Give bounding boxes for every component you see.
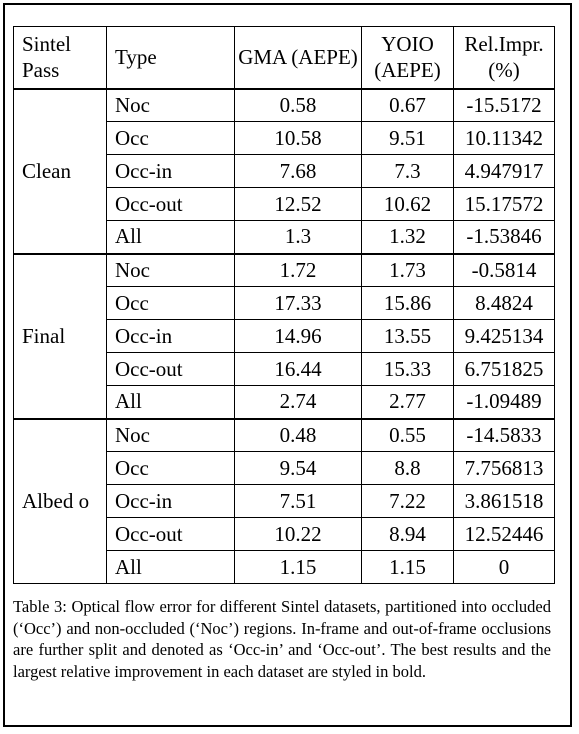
cell-type: All	[106, 385, 235, 419]
cell-rel-impr: 0	[453, 550, 555, 584]
cell-yoio: 7.3	[361, 154, 454, 188]
table-caption: Table 3: Optical flow error for differen…	[13, 597, 551, 681]
cell-gma: 2.74	[234, 385, 362, 419]
cell-rel-impr: 12.52446	[453, 517, 555, 551]
cell-yoio: 2.77	[361, 385, 454, 419]
cell-type: Noc	[106, 87, 235, 122]
cell-yoio: 15.33	[361, 352, 454, 386]
cell-yoio: 1.32	[361, 220, 454, 254]
group-clean: Clean Noc 0.58 0.67 -15.5172 Occ 10.58 9.51 10.1…	[13, 87, 555, 254]
cell-rel-impr: 15.17572	[453, 187, 555, 221]
table-row: All 1.15 1.15 0	[14, 550, 555, 584]
table-row: Occ-in 14.96 13.55 9.425134	[14, 319, 555, 353]
cell-type: Noc	[106, 252, 235, 287]
header-rel-impr: Rel.Impr. (%)	[453, 26, 555, 89]
table-row: Clean Noc 0.58 0.67 -15.5172	[13, 87, 555, 254]
cell-rel-impr: 9.425134	[453, 319, 555, 353]
cell-type: Occ	[106, 451, 235, 485]
cell-gma: 1.3	[234, 220, 362, 254]
group-label: Final	[13, 252, 107, 419]
cell-type: All	[106, 220, 235, 254]
table-row: Occ-in 7.51 7.22 3.861518	[14, 484, 555, 518]
cell-type: Occ-in	[106, 319, 235, 353]
cell-rel-impr: 7.756813	[453, 451, 555, 485]
cell-gma: 10.58	[234, 121, 362, 155]
cell-gma: 1.72	[234, 252, 362, 287]
header-gma: GMA (AEPE)	[234, 26, 362, 89]
table-row: Occ 17.33 15.86 8.4824	[14, 286, 555, 320]
cell-yoio: 0.55	[361, 417, 454, 452]
cell-gma: 0.48	[234, 417, 362, 452]
cell-type: Occ-out	[106, 517, 235, 551]
cell-type: Occ-out	[106, 187, 235, 221]
cell-gma: 17.33	[234, 286, 362, 320]
group-label: Albed o	[13, 417, 107, 584]
cell-gma: 9.54	[234, 451, 362, 485]
cell-rel-impr: 4.947917	[453, 154, 555, 188]
table-row: Occ 9.54 8.8 7.756813	[14, 451, 555, 485]
cell-rel-impr: 6.751825	[453, 352, 555, 386]
cell-yoio: 15.86	[361, 286, 454, 320]
header-yoio: YOIO (AEPE)	[361, 26, 454, 89]
cell-yoio: 8.8	[361, 451, 454, 485]
cell-gma: 0.58	[234, 87, 362, 122]
cell-rel-impr: -15.5172	[453, 87, 555, 122]
cell-yoio: 0.67	[361, 87, 454, 122]
table-row: Final Noc 1.72 1.73 -0.5814	[13, 252, 555, 419]
group-label: Clean	[13, 87, 107, 254]
cell-yoio: 10.62	[361, 187, 454, 221]
cell-rel-impr: 10.11342	[453, 121, 555, 155]
results-table: Sintel Pass Type GMA (AEPE) YOIO (AEPE) …	[13, 26, 555, 584]
cell-type: Occ	[106, 286, 235, 320]
cell-type: All	[106, 550, 235, 584]
cell-gma: 14.96	[234, 319, 362, 353]
cell-rel-impr: -14.5833	[453, 417, 555, 452]
table-row: Occ-out 16.44 15.33 6.751825	[14, 352, 555, 386]
cell-yoio: 8.94	[361, 517, 454, 551]
cell-rel-impr: 3.861518	[453, 484, 555, 518]
group-albedo: Albed o Noc 0.48 0.55 -14.5833 Occ 9.54 8.8 7.75…	[13, 417, 555, 584]
cell-gma: 1.15	[234, 550, 362, 584]
header-row: Sintel Pass Type GMA (AEPE) YOIO (AEPE) …	[13, 26, 555, 89]
cell-gma: 12.52	[234, 187, 362, 221]
table-row: All 1.3 1.32 -1.53846	[14, 220, 555, 254]
table-row: Occ-out 10.22 8.94 12.52446	[14, 517, 555, 551]
cell-yoio: 7.22	[361, 484, 454, 518]
cell-rel-impr: -1.09489	[453, 385, 555, 419]
cell-gma: 7.51	[234, 484, 362, 518]
cell-rel-impr: 8.4824	[453, 286, 555, 320]
cell-gma: 10.22	[234, 517, 362, 551]
cell-rel-impr: -0.5814	[453, 252, 555, 287]
cell-yoio: 9.51	[361, 121, 454, 155]
cell-rel-impr: -1.53846	[453, 220, 555, 254]
cell-gma: 7.68	[234, 154, 362, 188]
header-type: Type	[106, 26, 235, 89]
header-sintel-pass: Sintel Pass	[13, 26, 107, 89]
cell-type: Occ-in	[106, 154, 235, 188]
table-row: Occ-in 7.68 7.3 4.947917	[14, 154, 555, 188]
cell-type: Occ-in	[106, 484, 235, 518]
cell-yoio: 1.73	[361, 252, 454, 287]
table-row: Occ-out 12.52 10.62 15.17572	[14, 187, 555, 221]
cell-yoio: 13.55	[361, 319, 454, 353]
table-row: Albed o Noc 0.48 0.55 -14.5833	[13, 417, 555, 584]
cell-type: Noc	[106, 417, 235, 452]
table-row: All 2.74 2.77 -1.09489	[14, 385, 555, 419]
cell-gma: 16.44	[234, 352, 362, 386]
group-final: Final Noc 1.72 1.73 -0.5814 Occ 17.33 15.86 8.48…	[13, 252, 555, 419]
cell-type: Occ	[106, 121, 235, 155]
cell-type: Occ-out	[106, 352, 235, 386]
cell-yoio: 1.15	[361, 550, 454, 584]
